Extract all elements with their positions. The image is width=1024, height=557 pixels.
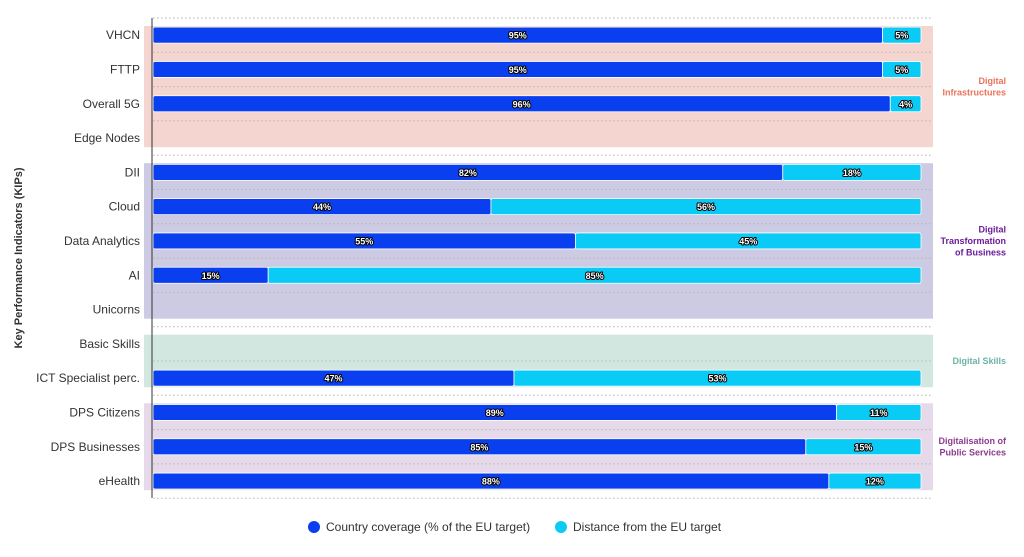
category-label: eHealth [99,474,140,488]
distance-bar [828,472,922,490]
category-label: ICT Specialist perc. [36,371,140,385]
coverage-bar-label: 89% [486,408,504,418]
category-label: Unicorns [93,303,140,317]
category-label: DII [125,165,140,179]
distance-bar-label: 45% [739,236,757,246]
legend-marker-coverage [308,521,320,533]
coverage-bar-label: 47% [324,374,342,384]
category-label: Basic Skills [79,337,140,351]
legend: Country coverage (% of the EU target) Dis… [308,520,722,534]
group-label-1: Digital Transformation of Business [940,224,1006,257]
coverage-bar-label: 96% [513,99,531,109]
distance-bar-label: 11% [870,408,888,418]
distance-bar [889,95,922,113]
category-label: Edge Nodes [74,131,140,145]
coverage-bar-label: 55% [355,236,373,246]
distance-bar-label: 12% [866,477,884,487]
distance-bar [490,198,922,216]
distance-bar-label: 4% [899,99,912,109]
category-labels: VHCN FTTP Overall 5G Edge Nodes DII Cloud Data… [36,28,140,488]
y-axis-title: Key Performance Indicators (KIPs) [13,167,25,348]
group-label-line: of Business [955,247,1006,257]
distance-bar-label: 5% [895,31,908,41]
group-label-line: Digitalisation of [939,436,1008,446]
bar-labels: 95% 5% 95% 5% 96% 4% 82% 18% 44% 56% 55% 45% 15% 85% 4… [201,30,914,488]
category-label: AI [129,268,140,282]
bars [152,26,922,490]
distance-bar [782,163,922,181]
group-label-0: Digital Infrastructures [942,76,1006,98]
category-label: DPS Businesses [51,440,140,454]
category-label: Data Analytics [64,234,140,248]
coverage-bar-label: 82% [459,168,477,178]
group-label-line: Infrastructures [942,87,1006,97]
distance-bar [882,61,922,78]
group-label-line: Public Services [939,448,1006,458]
group-label-2: Digital Skills [952,356,1006,366]
legend-label-coverage: Country coverage (% of the EU target) [326,520,530,534]
coverage-bar-label: 15% [202,271,220,281]
group-label-line: Digital [978,224,1006,234]
distance-bar [805,438,922,456]
distance-bar-label: 85% [586,271,604,281]
distance-bar [267,266,922,284]
distance-bar [882,26,922,44]
group-label-line: Digital [978,76,1006,86]
distance-bar-label: 5% [895,65,908,75]
distance-bar-label: 53% [708,374,726,384]
coverage-bar-label: 95% [509,31,527,41]
distance-bar [513,369,922,387]
category-label: Cloud [109,200,140,214]
coverage-bar-label: 88% [482,477,500,487]
distance-bar-label: 56% [697,202,715,212]
coverage-bar-label: 85% [470,442,488,452]
category-label: DPS Citizens [69,405,140,419]
coverage-bar-label: 95% [509,65,527,75]
category-label: Overall 5G [83,97,140,111]
group-label-3: Digitalisation of Public Services [939,436,1008,458]
distance-bar-label: 15% [854,442,872,452]
legend-marker-distance [555,521,567,533]
distance-bar [575,232,922,250]
legend-label-distance: Distance from the EU target [573,520,722,534]
distance-bar-label: 18% [843,168,861,178]
group-label-line: Transformation [940,236,1006,246]
distance-bar [836,404,922,421]
group-label-line: Digital Skills [952,356,1006,366]
category-label: VHCN [106,28,140,42]
coverage-bar-label: 44% [313,202,331,212]
category-label: FTTP [110,62,140,76]
